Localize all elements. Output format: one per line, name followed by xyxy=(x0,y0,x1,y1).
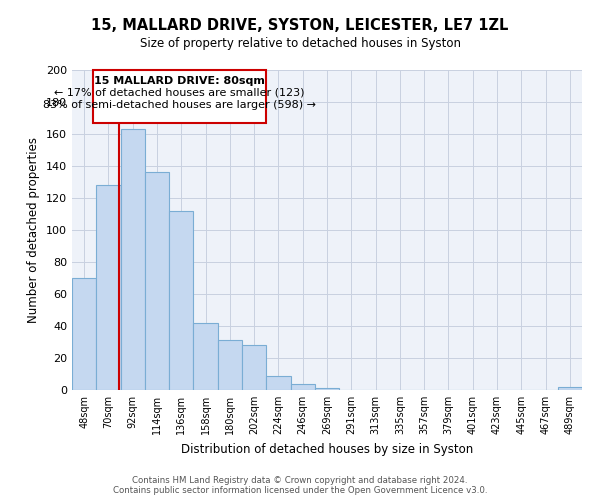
Bar xyxy=(290,384,315,390)
Text: 15 MALLARD DRIVE: 80sqm: 15 MALLARD DRIVE: 80sqm xyxy=(94,76,265,86)
Text: Contains HM Land Registry data © Crown copyright and database right 2024.
Contai: Contains HM Land Registry data © Crown c… xyxy=(113,476,487,495)
Bar xyxy=(96,185,121,390)
Bar xyxy=(218,340,242,390)
Text: ← 17% of detached houses are smaller (123): ← 17% of detached houses are smaller (12… xyxy=(54,88,305,98)
Bar xyxy=(266,376,290,390)
Bar xyxy=(169,211,193,390)
Y-axis label: Number of detached properties: Number of detached properties xyxy=(28,137,40,323)
X-axis label: Distribution of detached houses by size in Syston: Distribution of detached houses by size … xyxy=(181,442,473,456)
Bar xyxy=(193,323,218,390)
Bar xyxy=(121,129,145,390)
Bar xyxy=(315,388,339,390)
Bar xyxy=(242,345,266,390)
Text: 83% of semi-detached houses are larger (598) →: 83% of semi-detached houses are larger (… xyxy=(43,100,316,110)
Text: Size of property relative to detached houses in Syston: Size of property relative to detached ho… xyxy=(139,38,461,51)
Bar xyxy=(72,278,96,390)
Bar xyxy=(145,172,169,390)
Text: 15, MALLARD DRIVE, SYSTON, LEICESTER, LE7 1ZL: 15, MALLARD DRIVE, SYSTON, LEICESTER, LE… xyxy=(91,18,509,32)
FancyBboxPatch shape xyxy=(92,70,266,123)
Bar xyxy=(558,387,582,390)
